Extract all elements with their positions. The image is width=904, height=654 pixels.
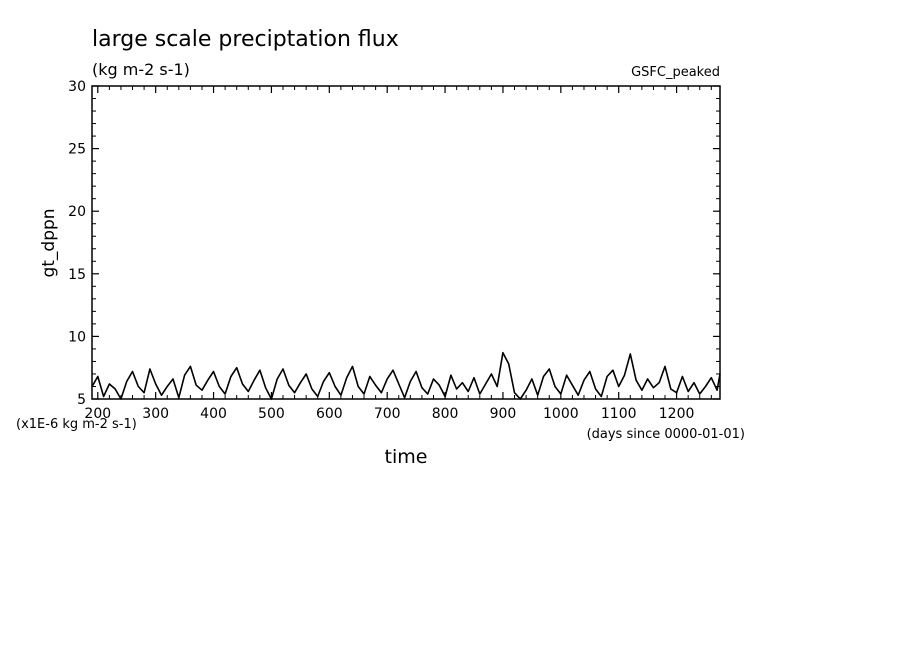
- x-tick-label: 200: [84, 406, 111, 422]
- x-axis-ticks: 200 300 400 500 600 700 800 900 1000 1100 1200: [84, 86, 694, 422]
- x-tick-label: 500: [258, 406, 285, 422]
- plot-frame: [91, 85, 721, 400]
- x-axis-label: time: [385, 446, 428, 468]
- x-tick-label: 1200: [659, 406, 695, 422]
- y-tick-label: 15: [68, 267, 86, 283]
- chart-units: (kg m-2 s-1): [92, 60, 190, 79]
- x-tick-label: 600: [316, 406, 343, 422]
- y-tick-label: 5: [77, 392, 86, 408]
- chart-title: large scale preciptation flux: [92, 27, 399, 52]
- x-tick-label: 1100: [601, 406, 637, 422]
- series-layer: [91, 351, 721, 400]
- y-unit-note: (x1E-6 kg m-2 s-1): [16, 417, 137, 432]
- y-axis-ticks: 5 10 15 20 25 30: [68, 79, 720, 408]
- minor-ticks: [92, 86, 720, 399]
- x-tick-label: 300: [142, 406, 169, 422]
- x-tick-label: 800: [432, 406, 459, 422]
- dataset-label: GSFC_peaked: [631, 65, 720, 80]
- series-line: [91, 351, 721, 400]
- x-tick-label: 700: [374, 406, 401, 422]
- x-tick-label: 400: [200, 406, 227, 422]
- x-tick-label: 900: [490, 406, 517, 422]
- x-unit-note: (days since 0000-01-01): [587, 427, 745, 442]
- y-tick-label: 30: [68, 79, 86, 95]
- x-tick-label: 1000: [543, 406, 579, 422]
- y-tick-label: 25: [68, 142, 86, 158]
- y-axis-label: gt_dppn: [39, 208, 59, 277]
- y-tick-label: 10: [68, 329, 86, 345]
- y-tick-label: 20: [68, 204, 86, 220]
